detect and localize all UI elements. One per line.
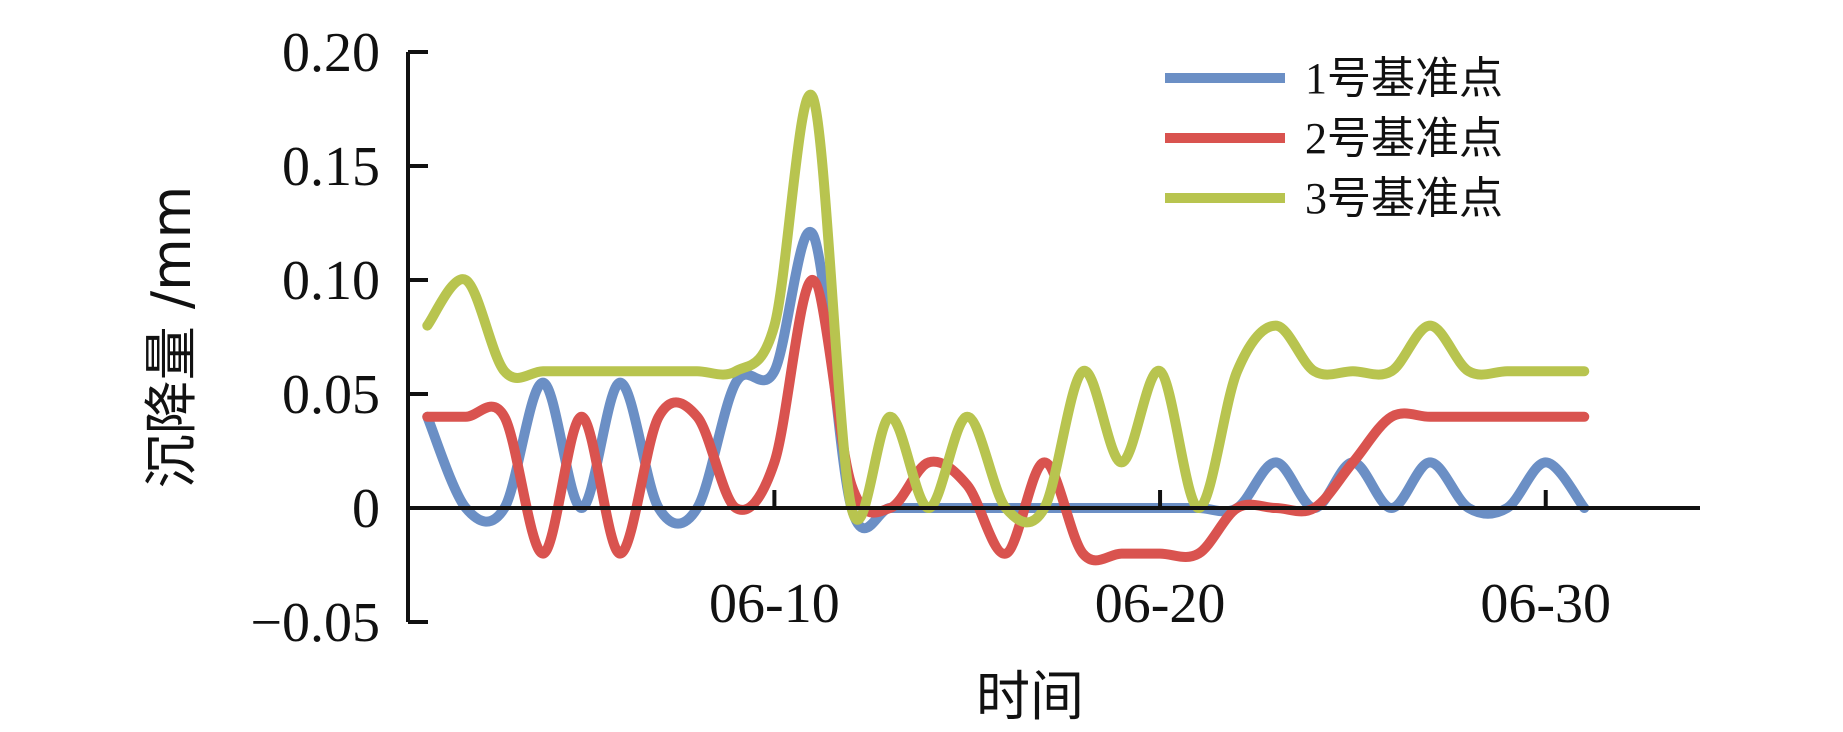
series-line-3	[422, 89, 1590, 528]
series-line-2	[422, 274, 1590, 566]
legend-label: 3号基准点	[1305, 174, 1503, 223]
y-tick-label: 0	[352, 478, 380, 540]
legend-label: 2号基准点	[1305, 114, 1503, 163]
y-tick-label: 0.10	[282, 250, 380, 312]
x-tick-label: 06-30	[1480, 573, 1611, 635]
x-tick-label: 06-20	[1095, 573, 1226, 635]
x-axis-title: 时间	[976, 665, 1084, 728]
series-layer	[422, 89, 1590, 566]
legend-label: 1号基准点	[1305, 54, 1503, 103]
x-tick-label: 06-10	[709, 573, 840, 635]
x-ticks: 06-10 06-20 06-30	[709, 490, 1611, 635]
y-tick-label: 0.20	[282, 22, 380, 84]
y-axis-title: 沉降量 /mm	[140, 186, 203, 489]
y-tick-label: 0.05	[282, 364, 380, 426]
y-tick-label: 0.15	[282, 136, 380, 198]
y-ticks: −0.05 0 0.05 0.10 0.15 0.20	[250, 22, 428, 654]
legend: 1号基准点 2号基准点 3号基准点	[1165, 54, 1503, 223]
y-tick-label: −0.05	[250, 592, 380, 654]
